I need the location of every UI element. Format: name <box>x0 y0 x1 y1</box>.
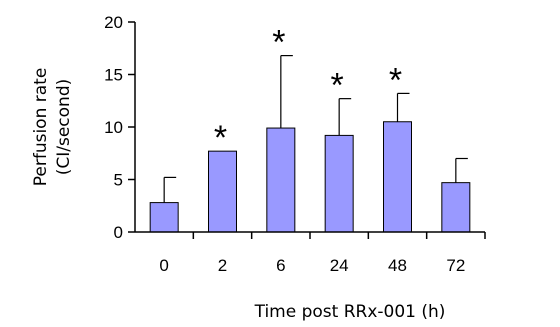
x-axis: 0 2 6 24 48 72 <box>135 231 486 275</box>
y-axis-title-line-2: (CI/second) <box>54 79 74 176</box>
significance-marker-48: * <box>389 61 402 99</box>
y-tick-label: 5 <box>114 171 123 190</box>
bar-72 <box>441 182 471 233</box>
bar-2 <box>208 150 237 233</box>
significance-marker-2: * <box>214 119 227 157</box>
bars: * * * * <box>149 24 471 233</box>
y-tick-label: 15 <box>104 66 123 85</box>
bar-24 <box>324 134 354 233</box>
x-tick-label-0: 0 <box>159 256 168 275</box>
bar-6 <box>266 127 296 233</box>
significance-marker-6: * <box>272 24 285 62</box>
x-tick-label-48: 48 <box>388 256 407 275</box>
x-tick-label-72: 72 <box>446 256 465 275</box>
y-axis-title-line-1: Perfusion rate <box>31 68 51 187</box>
significance-marker-24: * <box>331 67 344 105</box>
bar-0 <box>149 202 179 233</box>
x-tick-label-6: 6 <box>276 256 285 275</box>
x-axis-title: Time post RRx-001 (h) <box>254 302 446 322</box>
y-tick-label: 20 <box>104 13 123 32</box>
bar-48 <box>383 121 412 233</box>
y-tick-label: 0 <box>114 223 123 242</box>
x-tick-label-24: 24 <box>330 256 349 275</box>
x-tick-label-2: 2 <box>218 256 227 275</box>
y-axis: 0 5 10 15 20 <box>104 13 136 242</box>
y-tick-label: 10 <box>104 118 123 137</box>
y-axis-title: Perfusion rate (CI/second) <box>31 68 74 187</box>
